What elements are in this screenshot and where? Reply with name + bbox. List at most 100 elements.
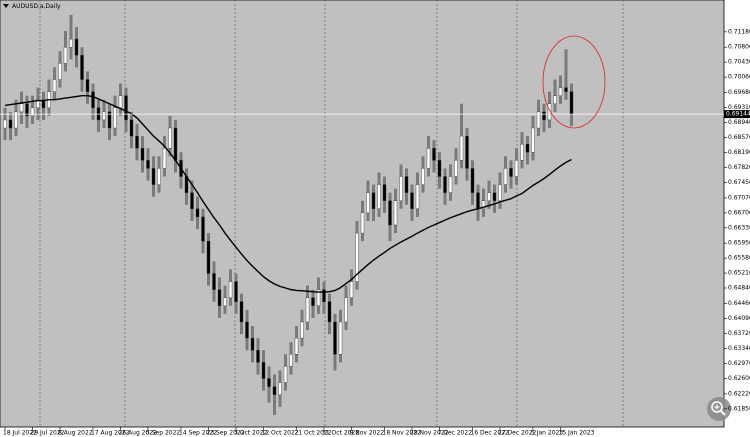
candle-body [542, 111, 546, 121]
candle-body [212, 273, 216, 290]
candle-body [245, 321, 249, 339]
candle-body [525, 143, 530, 153]
candle-body [250, 337, 255, 351]
candle-body [272, 386, 277, 395]
candle-body [283, 366, 288, 383]
candle-body [355, 232, 359, 282]
candle-body [481, 200, 486, 210]
candle-body [432, 148, 436, 161]
candle-body [239, 301, 244, 323]
candle-body [85, 79, 90, 92]
zoom-lens [711, 401, 723, 413]
candle-body [91, 91, 95, 109]
candle-body [349, 281, 354, 298]
x-tick-label: 18 Nov 2022 [383, 430, 422, 437]
candle-body [278, 382, 282, 395]
x-tick-label: 7 Dec 2022 [438, 430, 473, 437]
candle-body [470, 168, 475, 193]
candle-body [377, 184, 381, 210]
candle-body [465, 135, 469, 169]
x-tick-label: 12 Oct 2022 [262, 430, 299, 437]
x-tick-label: 8 Aug 2022 [58, 430, 93, 437]
candle-body [41, 99, 46, 109]
candle-body [14, 111, 18, 129]
candle-body [19, 103, 24, 113]
x-tick-label: 28 Nov 2022 [410, 430, 449, 437]
candle-body [553, 95, 557, 104]
symbol-icon [3, 4, 9, 8]
candle-body [371, 192, 376, 210]
candle-body [140, 148, 145, 161]
candle-body [492, 192, 497, 201]
candle-body [393, 200, 398, 226]
candle-body [146, 160, 150, 169]
candle-body [399, 176, 403, 201]
candle-body [118, 95, 123, 109]
candle-body [113, 107, 117, 129]
highlight-circle [542, 35, 606, 129]
candle-body [8, 119, 13, 129]
candle-body [316, 289, 321, 306]
candle-body [52, 79, 57, 92]
x-tick-label: 14 Sep 2022 [179, 430, 217, 437]
candle-body [228, 281, 233, 298]
candle-body [421, 168, 425, 185]
candle-body [25, 103, 29, 117]
candle-body [514, 160, 519, 177]
candle-body [327, 301, 332, 323]
candle-body [58, 63, 62, 80]
candle-body [217, 289, 222, 306]
x-tick-label: 5 Sep 2022 [146, 430, 180, 437]
candle-body [448, 176, 453, 193]
candle-body [509, 168, 513, 177]
month-separators [39, 0, 624, 427]
candle-body [536, 111, 541, 129]
candle-body [223, 297, 227, 306]
x-tick-label: 21 Oct 2022 [295, 430, 332, 437]
candle-body [30, 107, 35, 117]
zoom-button[interactable] [707, 397, 731, 421]
candle-body [201, 216, 205, 242]
candle-body [157, 168, 161, 185]
candle-body [69, 38, 73, 48]
candle-body [388, 200, 392, 226]
moving-average [4, 94, 572, 293]
candle-body [404, 176, 409, 193]
candle-body [498, 184, 502, 201]
candle-body [36, 99, 40, 109]
x-tick-label: 15 Jan 2023 [559, 430, 595, 437]
candle-body [195, 208, 200, 218]
candle-body [305, 297, 310, 323]
candle-body [151, 168, 156, 185]
chart-title: AUDUSD.a,Daily [12, 3, 61, 10]
x-tick-label: 31 Oct 2022 [322, 430, 359, 437]
candle-body [338, 321, 343, 355]
candle-body [80, 55, 84, 80]
candle-body [564, 87, 568, 92]
candle-body [558, 87, 563, 96]
candle-body [135, 135, 139, 149]
candle-body [168, 127, 172, 149]
candle-body [476, 192, 480, 210]
candle-body [129, 119, 134, 137]
candle-body [415, 184, 420, 210]
current-price-box [724, 110, 750, 119]
